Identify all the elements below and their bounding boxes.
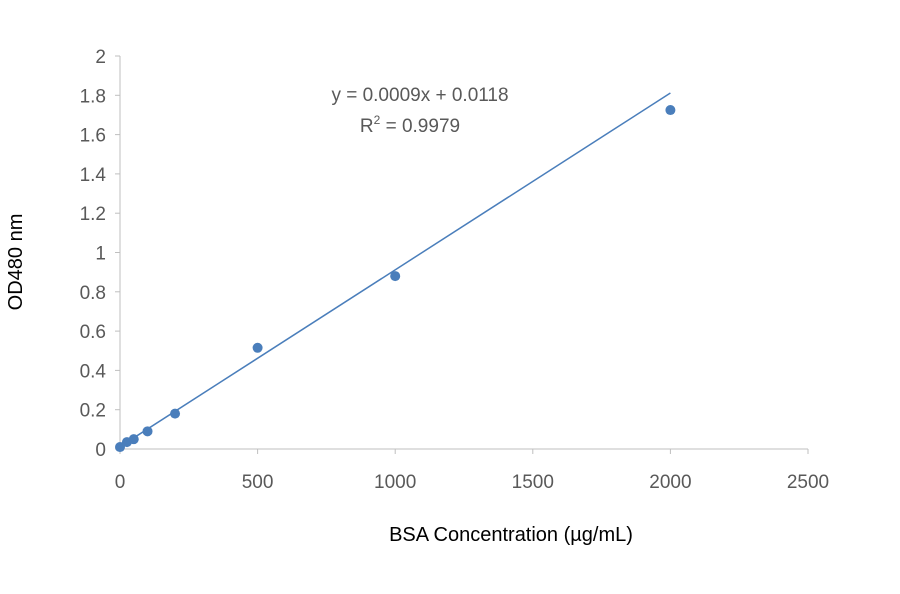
linear-trendline [119,92,671,448]
trendline-annotation: y = 0.0009x + 0.0118 R2 = 0.9979 [331,85,508,137]
y-tick-label: 1.4 [80,165,107,186]
y-tick-label: 0.4 [80,361,107,382]
data-point [252,342,263,353]
x-tick-label: 2500 [787,472,829,493]
y-tick-label: 1.6 [80,126,106,147]
data-point [390,271,401,282]
trendline-equation: y = 0.0009x + 0.0118 [331,85,508,106]
x-tick-label: 500 [242,472,274,493]
y-tick-label: 1 [95,244,106,265]
data-points [115,105,676,453]
x-axis-title: BSA Concentration (µg/mL) [389,524,633,546]
x-tick-label: 0 [115,472,126,493]
y-tick-label: 0.6 [80,322,106,343]
y-tick-label: 0.8 [80,283,106,304]
y-tick-label: 0.2 [80,401,106,422]
x-tick-label: 1500 [512,472,554,493]
data-point [128,434,139,445]
x-tick-label: 1000 [374,472,416,493]
r-squared-prefix: R [360,116,374,137]
data-point [115,442,125,453]
y-tick-label: 1.8 [80,86,106,107]
trendline-group [119,92,671,448]
data-point [170,408,181,419]
y-axis-title: OD480 nm [5,214,27,311]
y-tick-label: 2 [95,47,106,68]
axes: 0 0.2 0.4 0.6 0.8 1 1.2 1.4 1.6 1.8 2 0 500 1000 1500 2… [80,47,830,493]
data-point [665,105,676,116]
y-tick-label: 1.2 [80,204,106,225]
r-squared-label: R2 = 0.9979 [360,113,460,137]
y-tick-label: 0 [95,440,106,461]
x-tick-label: 2000 [649,472,691,493]
r-squared-superscript: 2 [374,113,381,127]
r-squared-value: = 0.9979 [380,116,460,137]
data-point [142,426,153,437]
